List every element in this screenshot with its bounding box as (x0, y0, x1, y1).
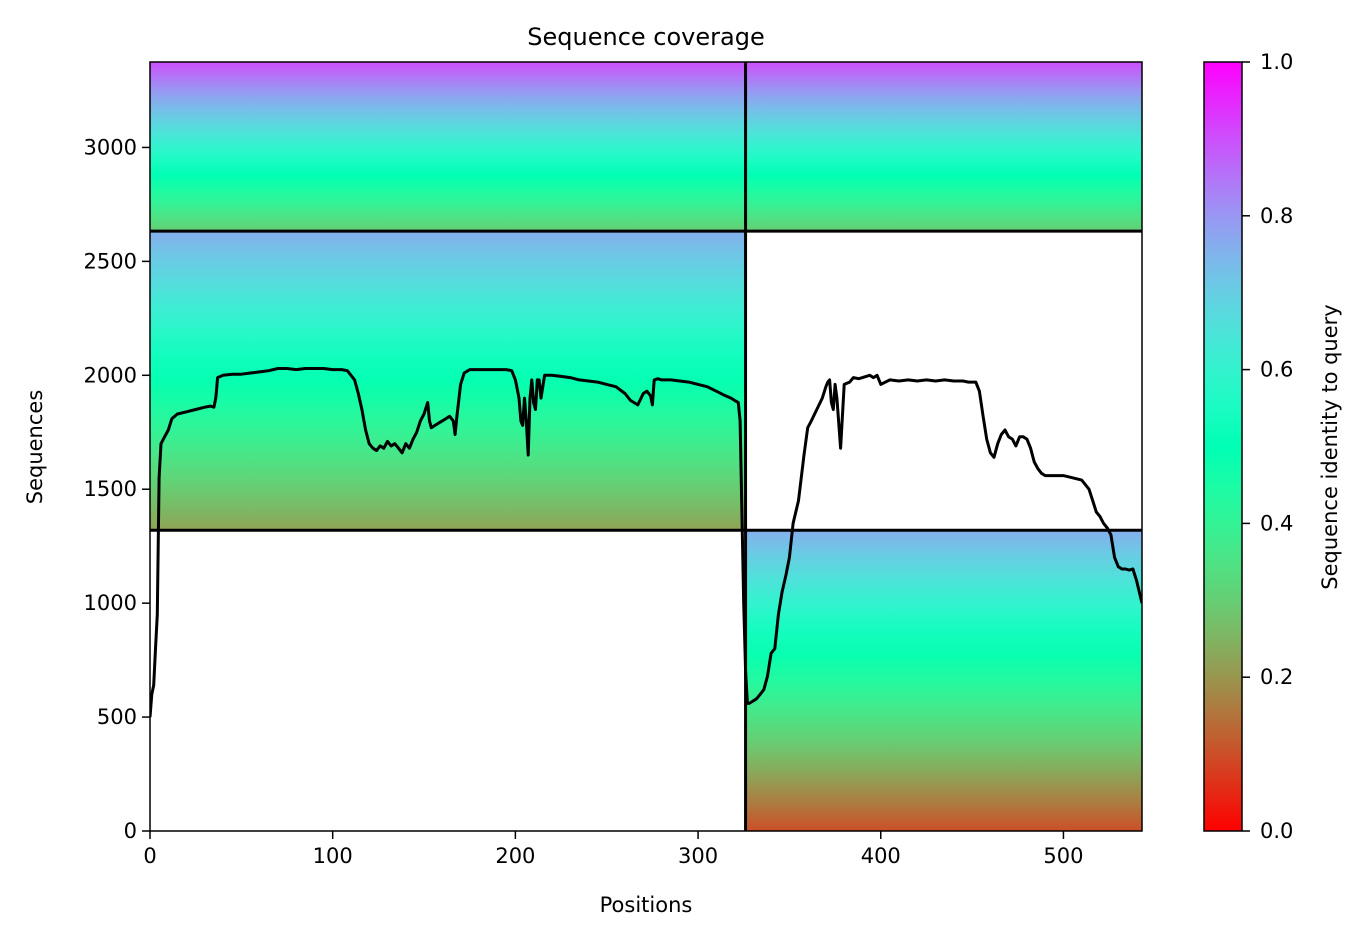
colorbar: 0.0 0.2 0.4 0.6 0.8 1.0 Sequence identity to … (1203, 50, 1342, 843)
y-tick-label: 500 (97, 705, 137, 729)
domain-boundaries (150, 62, 1142, 831)
chart-title: Sequence coverage (527, 23, 764, 51)
y-tick-label: 1500 (84, 477, 137, 501)
colorbar-tick-label: 0.4 (1260, 511, 1293, 535)
heatmap-block-both-domains (150, 62, 1142, 232)
colorbar-tick-label: 0.6 (1260, 358, 1293, 382)
heatmap-blocks (150, 62, 1142, 831)
colorbar-label: Sequence identity to query (1318, 304, 1342, 589)
x-tick-label: 100 (313, 844, 353, 868)
colorbar-ticks: 0.0 0.2 0.4 0.6 0.8 1.0 (1242, 50, 1293, 843)
coverage-line (150, 367, 1142, 718)
colorbar-tick-label: 0.8 (1260, 204, 1293, 228)
colorbar-gradient (1203, 61, 1243, 832)
x-tick-label: 0 (143, 844, 156, 868)
heatmap-block-domain-2-only (745, 530, 1142, 831)
y-tick-label: 2000 (84, 363, 137, 387)
colorbar-tick-label: 0.2 (1260, 665, 1293, 689)
colorbar-tick-label: 0.0 (1260, 819, 1293, 843)
y-tick-label: 2500 (84, 249, 137, 273)
heatmap-block-domain-1-only (150, 231, 746, 531)
y-tick-label: 0 (124, 819, 137, 843)
x-tick-label: 200 (495, 844, 535, 868)
x-axis-label: Positions (600, 893, 693, 917)
x-tick-label: 400 (861, 844, 901, 868)
plot-frame (149, 61, 1143, 832)
coverage-line-layer (150, 367, 1142, 718)
y-tick-label: 1000 (84, 591, 137, 615)
x-axis: 0 100 200 300 400 500 (143, 831, 1083, 868)
y-axis-label: Sequences (23, 390, 47, 505)
y-tick-label: 3000 (84, 135, 137, 159)
x-tick-label: 300 (678, 844, 718, 868)
x-tick-label: 500 (1043, 844, 1083, 868)
colorbar-tick-label: 1.0 (1260, 50, 1293, 74)
y-axis: 0 500 1000 1500 2000 2500 3000 (84, 135, 150, 843)
